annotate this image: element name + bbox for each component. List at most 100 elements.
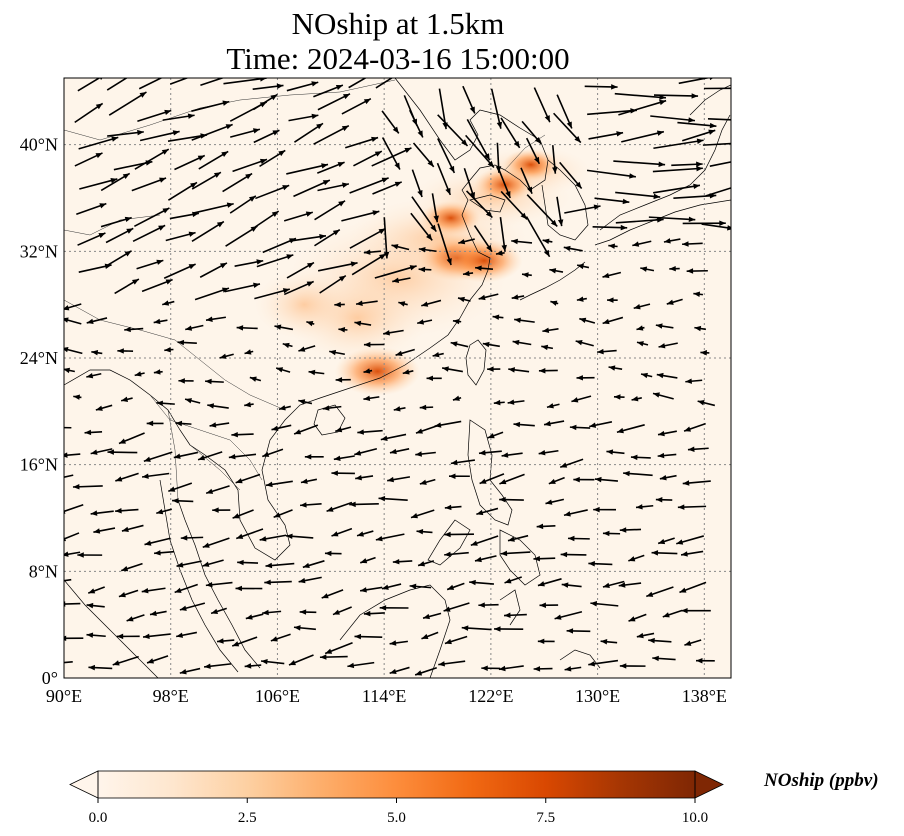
wind-arrow-head bbox=[687, 446, 695, 452]
lat-tick-label: 0° bbox=[42, 668, 58, 688]
wind-arrow-head bbox=[332, 229, 340, 236]
wind-arrow-head bbox=[688, 216, 696, 223]
wind-arrow-head bbox=[709, 122, 717, 129]
wind-arrow-head bbox=[415, 428, 423, 434]
wind-arrow-head bbox=[244, 401, 251, 408]
wind-arrow-head bbox=[164, 109, 172, 116]
wind-arrow-shaft bbox=[317, 262, 358, 272]
wind-arrow-head bbox=[657, 452, 665, 459]
wind-arrow-shaft bbox=[437, 223, 452, 266]
wind-arrow-head bbox=[679, 587, 687, 593]
wind-arrow-head bbox=[602, 272, 610, 279]
wind-arrow-head bbox=[594, 476, 602, 483]
wind-arrow-head bbox=[107, 449, 114, 455]
wind-arrow-shaft bbox=[615, 218, 664, 224]
wind-arrow-head bbox=[478, 602, 485, 608]
wind-arrow-head bbox=[126, 228, 134, 234]
wind-arrow-head bbox=[693, 291, 701, 297]
wind-arrow-head bbox=[144, 540, 152, 546]
colorbar-tick-label: 5.0 bbox=[387, 810, 406, 826]
wind-arrow-head bbox=[86, 318, 94, 325]
wind-arrow-head bbox=[64, 635, 67, 642]
wind-arrow-head bbox=[91, 350, 99, 356]
wind-arrow-head bbox=[719, 220, 726, 226]
wind-arrow-head bbox=[294, 429, 302, 435]
wind-arrow-shaft bbox=[286, 163, 329, 175]
wind-arrow-shaft bbox=[64, 474, 74, 479]
wind-arrow-head bbox=[511, 294, 519, 300]
wind-arrow-head bbox=[248, 195, 256, 202]
wind-arrow-head bbox=[126, 616, 134, 622]
wind-arrow-head bbox=[244, 349, 252, 355]
wind-arrow-head bbox=[164, 347, 171, 353]
wind-arrow-head bbox=[311, 81, 319, 87]
wind-arrow-shaft bbox=[191, 100, 230, 112]
wind-arrow-head bbox=[663, 238, 671, 244]
wind-arrow-head bbox=[99, 203, 107, 209]
wind-arrow-head bbox=[478, 450, 486, 456]
wind-arrow-head bbox=[260, 78, 267, 82]
wind-arrow-head bbox=[305, 211, 313, 217]
wind-arrow-head bbox=[487, 366, 494, 372]
wind-arrow-head bbox=[655, 497, 663, 503]
wind-arrow-head bbox=[632, 241, 640, 247]
wind-arrow-head bbox=[387, 476, 394, 483]
wind-arrow-head bbox=[686, 268, 694, 274]
wind-arrow-head bbox=[72, 484, 80, 490]
wind-arrow-head bbox=[372, 210, 380, 216]
wind-arrow-head bbox=[77, 552, 84, 558]
wind-arrow-head bbox=[286, 533, 293, 540]
wind-arrow-shaft bbox=[133, 207, 170, 227]
wind-arrow-head bbox=[331, 531, 339, 537]
wind-arrow-shaft bbox=[614, 92, 666, 99]
wind-arrow-head bbox=[504, 578, 512, 584]
wind-arrow-head bbox=[492, 314, 500, 320]
wind-arrow-head bbox=[236, 533, 244, 539]
wind-arrow-head bbox=[653, 193, 661, 200]
lat-tick-label: 8°N bbox=[29, 561, 58, 581]
wind-arrow-head bbox=[175, 420, 183, 427]
wind-arrow-head bbox=[90, 510, 98, 516]
wind-arrow-head bbox=[131, 279, 139, 285]
wind-arrow-head bbox=[219, 262, 227, 269]
wind-arrow-head bbox=[322, 405, 330, 411]
latitude-axis: 0° 8°N 16°N 24°N 32°N 40°N bbox=[20, 135, 58, 688]
wind-arrow-head bbox=[354, 320, 362, 327]
wind-arrow-head bbox=[265, 481, 273, 488]
wind-arrow-head bbox=[623, 470, 630, 477]
wind-arrow-head bbox=[494, 626, 501, 632]
wind-arrow-head bbox=[500, 550, 508, 557]
wind-arrow-head bbox=[333, 455, 341, 461]
wind-arrow-head bbox=[677, 504, 685, 510]
wind-arrow-head bbox=[322, 180, 330, 186]
wind-arrow-head bbox=[137, 129, 144, 136]
wind-arrow-head bbox=[245, 614, 253, 620]
wind-arrow-head bbox=[507, 399, 515, 405]
colorbar-label: NOship (ppbv) bbox=[764, 770, 879, 791]
wind-arrow-head bbox=[567, 535, 575, 542]
wind-arrow-head bbox=[398, 301, 406, 307]
wind-arrow-head bbox=[557, 219, 564, 227]
wind-arrow-shaft bbox=[653, 184, 701, 194]
wind-arrow-head bbox=[326, 506, 334, 512]
wind-arrow-head bbox=[508, 367, 516, 373]
lat-tick-label: 32°N bbox=[20, 241, 58, 261]
wind-arrow-head bbox=[676, 539, 684, 545]
wind-arrow-head bbox=[55, 475, 62, 480]
wind-arrow-head bbox=[579, 317, 587, 324]
wind-arrow-head bbox=[539, 602, 546, 608]
wind-arrow-head bbox=[522, 272, 529, 278]
wind-arrow-head bbox=[616, 427, 624, 434]
wind-arrow-head bbox=[744, 86, 750, 91]
map-title-line1: NOship at 1.5km bbox=[291, 6, 505, 41]
wind-arrow-head bbox=[252, 128, 260, 134]
wind-arrow-head bbox=[222, 100, 230, 106]
wind-arrow-shaft bbox=[465, 134, 495, 169]
wind-arrow-head bbox=[419, 404, 427, 411]
wind-arrow-head bbox=[259, 158, 267, 165]
wind-arrow-head bbox=[216, 221, 224, 228]
wind-arrow-head bbox=[221, 287, 229, 293]
wind-arrow-shaft bbox=[587, 109, 637, 116]
wind-arrow-head bbox=[180, 535, 188, 541]
wind-arrow-head bbox=[630, 454, 638, 461]
